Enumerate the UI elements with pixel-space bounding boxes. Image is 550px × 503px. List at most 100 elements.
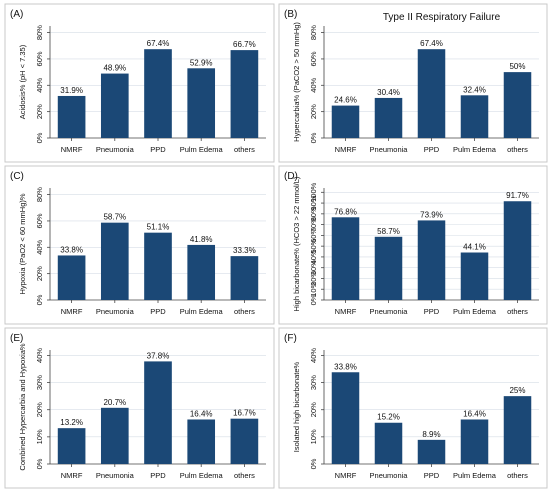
y-tick-label: 60% xyxy=(35,213,44,228)
panel-label: (B) xyxy=(284,9,297,20)
x-tick-label: Pneumonia xyxy=(96,145,135,154)
chart-panel-f: 0% 10% 20% 30% 40% 33.8% NMRF 15.2% Pneumonia 8.9… xyxy=(278,327,548,489)
y-tick-label: 60% xyxy=(35,51,44,66)
data-label: 48.9% xyxy=(103,64,126,73)
x-tick-label: NMRF xyxy=(61,145,83,154)
bar xyxy=(187,244,216,300)
x-tick-label: others xyxy=(507,471,528,480)
data-label: 31.9% xyxy=(60,86,83,95)
data-label: 58.7% xyxy=(103,213,126,222)
y-tick-label: 0% xyxy=(35,458,44,469)
y-axis-label: High bicarbonate% (HCO3 > 22 mmol/L) xyxy=(292,176,301,311)
x-tick-label: others xyxy=(234,471,255,480)
x-tick-label: Pulm Edema xyxy=(453,145,497,154)
y-tick-label: 90% xyxy=(309,195,318,210)
chart-panel-d: 0%10%20%30%40%50%60%70%80%90%100% 76.8% NM… xyxy=(278,165,548,325)
data-label: 50% xyxy=(509,62,525,71)
bar xyxy=(144,49,172,138)
x-tick-label: others xyxy=(234,307,255,316)
chart-panel-e: 0% 10% 20% 30% 40% 13.2% NMRF 20.7% Pneumonia 37.… xyxy=(4,327,275,489)
bar xyxy=(374,236,403,300)
x-tick-label: Pulm Edema xyxy=(180,307,224,316)
y-tick-label: 0% xyxy=(309,132,318,143)
bar xyxy=(374,422,403,464)
panel-label: (A) xyxy=(10,9,23,20)
panel-label: (D) xyxy=(284,171,298,182)
bar xyxy=(57,95,86,138)
bar xyxy=(331,217,360,300)
y-tick-label: 30% xyxy=(309,260,318,275)
bar xyxy=(417,220,446,300)
y-tick-label: 20% xyxy=(309,104,318,119)
x-tick-label: PPD xyxy=(150,471,166,480)
y-tick-label: 20% xyxy=(35,104,44,119)
data-label: 16.7% xyxy=(233,409,256,418)
bar xyxy=(331,105,360,138)
x-tick-label: others xyxy=(234,145,255,154)
y-tick-label: 100% xyxy=(309,182,318,202)
x-tick-label: NMRF xyxy=(335,307,357,316)
y-tick-label: 20% xyxy=(35,266,44,281)
bar xyxy=(417,49,446,138)
y-tick-label: 60% xyxy=(309,51,318,66)
y-tick-label: 80% xyxy=(35,187,44,202)
data-label: 91.7% xyxy=(506,191,529,200)
x-tick-label: NMRF xyxy=(61,307,83,316)
x-tick-label: Pulm Edema xyxy=(180,145,224,154)
y-tick-label: 40% xyxy=(309,77,318,92)
x-tick-label: Pneumonia xyxy=(370,307,409,316)
chart-title: Type II Respiratory Failure xyxy=(383,12,501,23)
chart-panel-a: 0% 20% 40% 60% 80% 31.9% NMRF 48.9% Pneumonia 67.… xyxy=(4,3,275,163)
y-tick-label: 10% xyxy=(35,429,44,444)
chart-panel-b: 0% 20% 40% 60% 80% 24.6% NMRF 30.4% Pneumonia 67.… xyxy=(278,3,548,163)
bar xyxy=(100,407,129,464)
y-tick-label: 80% xyxy=(35,25,44,40)
x-tick-label: PPD xyxy=(150,307,166,316)
data-label: 41.8% xyxy=(190,235,213,244)
bar xyxy=(503,72,532,138)
bar xyxy=(144,361,172,464)
bar xyxy=(230,50,259,138)
chart-panel-c: 0% 20% 40% 60% 80% 33.8% NMRF 58.7% Pneumonia 51.… xyxy=(4,165,275,325)
x-tick-label: Pneumonia xyxy=(370,145,409,154)
bar xyxy=(100,222,129,300)
y-tick-label: 70% xyxy=(309,217,318,232)
data-label: 15.2% xyxy=(377,413,400,422)
bar xyxy=(417,439,446,464)
panel-label: (C) xyxy=(10,171,24,182)
y-tick-label: 40% xyxy=(35,348,44,363)
bar xyxy=(374,97,403,138)
x-tick-label: NMRF xyxy=(335,145,357,154)
x-tick-label: Pulm Edema xyxy=(453,307,497,316)
data-label: 51.1% xyxy=(147,223,170,232)
y-tick-label: 10% xyxy=(309,429,318,444)
bar xyxy=(144,232,172,300)
data-label: 37.8% xyxy=(147,351,170,360)
x-tick-label: others xyxy=(507,307,528,316)
x-tick-label: Pulm Edema xyxy=(180,471,224,480)
y-tick-label: 0% xyxy=(35,294,44,305)
x-tick-label: Pneumonia xyxy=(96,307,135,316)
x-tick-label: PPD xyxy=(424,471,440,480)
x-tick-label: NMRF xyxy=(335,471,357,480)
data-label: 30.4% xyxy=(377,88,400,97)
x-tick-label: Pulm Edema xyxy=(453,471,497,480)
y-tick-label: 50% xyxy=(309,238,318,253)
y-tick-label: 60% xyxy=(309,228,318,243)
y-tick-label: 30% xyxy=(309,375,318,390)
bar xyxy=(230,418,259,464)
panel-label: (F) xyxy=(284,333,297,344)
data-label: 52.9% xyxy=(190,58,213,67)
y-tick-label: 10% xyxy=(309,281,318,296)
y-tick-label: 0% xyxy=(309,294,318,305)
bar xyxy=(460,252,489,300)
y-tick-label: 0% xyxy=(35,132,44,143)
bar xyxy=(230,256,259,300)
data-label: 73.9% xyxy=(420,210,443,219)
data-label: 44.1% xyxy=(463,243,486,252)
y-axis-label: Acidosis% (pH < 7.35) xyxy=(18,44,27,119)
x-tick-label: PPD xyxy=(150,145,166,154)
y-axis-label: Combined Hypercarbia and Hypoxia% xyxy=(18,343,27,470)
y-tick-label: 20% xyxy=(35,402,44,417)
